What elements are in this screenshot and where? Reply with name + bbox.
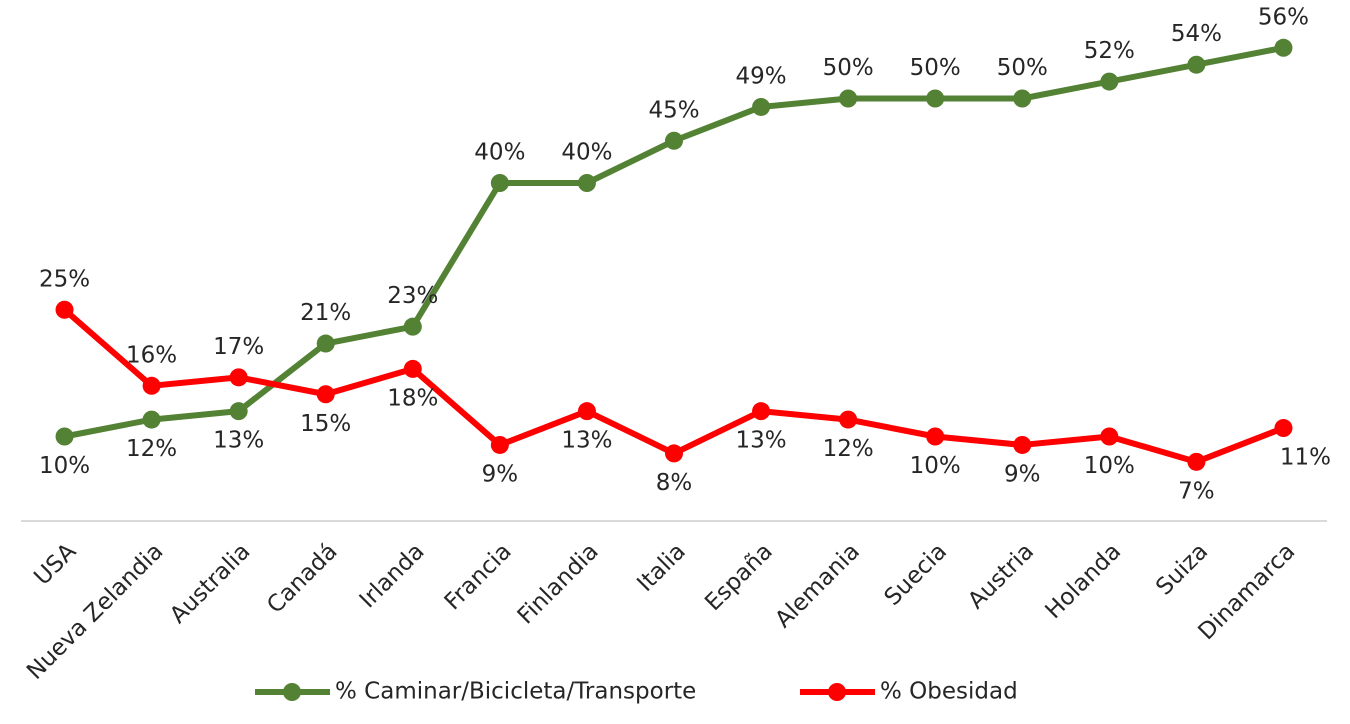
data-label: 50% — [910, 55, 961, 81]
marker — [665, 444, 683, 463]
x-tick-label: Finlandia — [513, 538, 604, 629]
marker — [142, 376, 161, 395]
x-tick-label: Alemania — [770, 538, 865, 633]
x-tick-label: Irlanda — [355, 538, 430, 613]
data-label: 11% — [1280, 445, 1331, 471]
x-tick-label: Italia — [632, 538, 691, 597]
marker — [1013, 435, 1032, 454]
data-label: 40% — [561, 140, 612, 166]
legend-label: % Obesidad — [880, 679, 1018, 705]
x-tick-label: Canadá — [262, 538, 342, 618]
marker — [1274, 419, 1293, 438]
marker — [142, 410, 161, 429]
data-label: 56% — [1258, 4, 1309, 30]
data-label: 10% — [39, 453, 90, 479]
x-tick-label: Australia — [165, 538, 255, 628]
legend-label: % Caminar/Bicicleta/Transporte — [335, 679, 696, 705]
marker — [55, 427, 74, 446]
marker — [1100, 72, 1119, 91]
data-label: 10% — [1084, 453, 1135, 479]
marker — [490, 435, 509, 454]
marker — [1187, 55, 1206, 74]
data-label: 13% — [213, 428, 264, 454]
marker — [577, 174, 596, 192]
legend-marker — [283, 683, 301, 701]
marker — [229, 368, 248, 387]
data-label: 9% — [1004, 461, 1041, 487]
data-label: 8% — [656, 470, 693, 496]
data-label: 45% — [648, 97, 699, 123]
data-label: 21% — [300, 300, 351, 326]
marker — [926, 89, 945, 108]
legend-marker — [828, 683, 846, 701]
x-tick-label: Francia — [440, 538, 517, 615]
marker — [55, 300, 74, 319]
x-tick-label: España — [700, 538, 778, 616]
marker — [926, 427, 945, 446]
data-label: 52% — [1084, 38, 1135, 64]
data-label: 50% — [823, 55, 874, 81]
data-label: 54% — [1171, 21, 1222, 47]
data-label: 13% — [561, 428, 612, 454]
marker — [752, 97, 771, 116]
data-label: 25% — [39, 266, 90, 292]
marker — [1187, 452, 1206, 471]
marker — [1013, 89, 1032, 108]
data-label: 12% — [823, 436, 874, 462]
data-label: 50% — [997, 55, 1048, 81]
x-tick-label: Suecia — [880, 538, 952, 610]
marker — [316, 385, 335, 404]
marker — [490, 174, 509, 192]
marker — [1100, 427, 1119, 446]
data-label: 9% — [482, 461, 519, 487]
data-label: 10% — [910, 453, 961, 479]
marker — [577, 402, 596, 421]
data-label: 12% — [126, 436, 177, 462]
marker — [229, 402, 248, 421]
marker — [316, 334, 335, 353]
data-label: 23% — [387, 283, 438, 309]
data-label: 40% — [474, 140, 525, 166]
data-label: 15% — [300, 411, 351, 437]
marker — [839, 89, 858, 108]
marker — [1274, 38, 1293, 57]
data-label: 18% — [387, 385, 438, 411]
x-tick-label: Holanda — [1041, 538, 1127, 624]
x-tick-label: Suiza — [1151, 538, 1213, 600]
marker — [839, 410, 858, 429]
marker — [403, 359, 422, 378]
data-label: 16% — [126, 342, 177, 368]
data-label: 7% — [1178, 478, 1215, 504]
x-tick-label: USA — [29, 538, 81, 590]
marker — [403, 317, 422, 336]
data-label: 49% — [736, 63, 787, 89]
data-label: 13% — [736, 428, 787, 454]
x-tick-label: Austria — [963, 538, 1039, 614]
marker — [752, 402, 771, 421]
data-label: 17% — [213, 334, 264, 360]
marker — [665, 131, 683, 150]
